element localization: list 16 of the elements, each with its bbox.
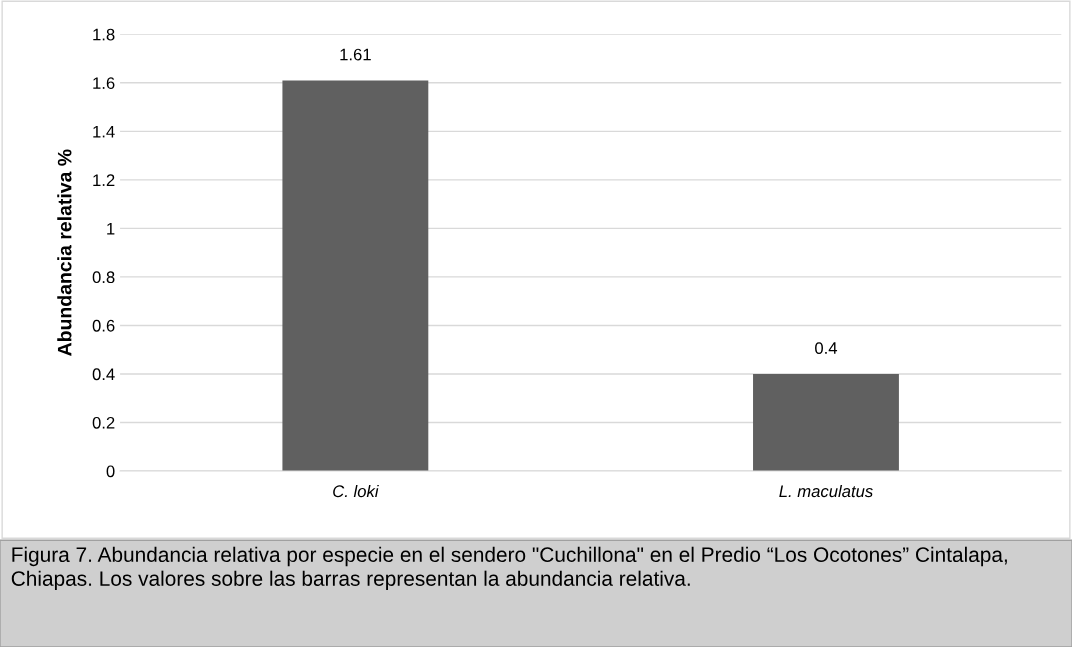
text: Figura 7. Abundancia relativa por especie en el sendero "Cuchillona" en el Predio “Los Ocotones” Cintalapa, Chiapas. Los valores sobre las barras representan la abundancia relativa. bbox=[11, 546, 1007, 591]
data-label: 1.61 bbox=[340, 48, 371, 61]
y-tick-label: 0.2 bbox=[92, 416, 115, 429]
y-tick-label: 0.8 bbox=[92, 271, 115, 284]
y-tick-label: 1 bbox=[107, 222, 115, 235]
y-tick-label: 1.2 bbox=[93, 174, 115, 186]
y-tick-label: 1.6 bbox=[93, 77, 115, 90]
y-tick-label: 1.8 bbox=[93, 28, 115, 41]
x-tick-label: L. maculatus bbox=[779, 484, 873, 498]
data-label: 0.4 bbox=[815, 342, 838, 355]
y-tick-label: 0.6 bbox=[92, 319, 115, 332]
y-tick-label: 1.4 bbox=[93, 125, 115, 138]
y-axis-title: Abundancia relativa % bbox=[57, 149, 72, 356]
y-tick-label: 0.4 bbox=[92, 368, 115, 381]
x-tick-label: C. loki bbox=[333, 484, 379, 498]
y-tick-label: 0 bbox=[106, 465, 115, 478]
